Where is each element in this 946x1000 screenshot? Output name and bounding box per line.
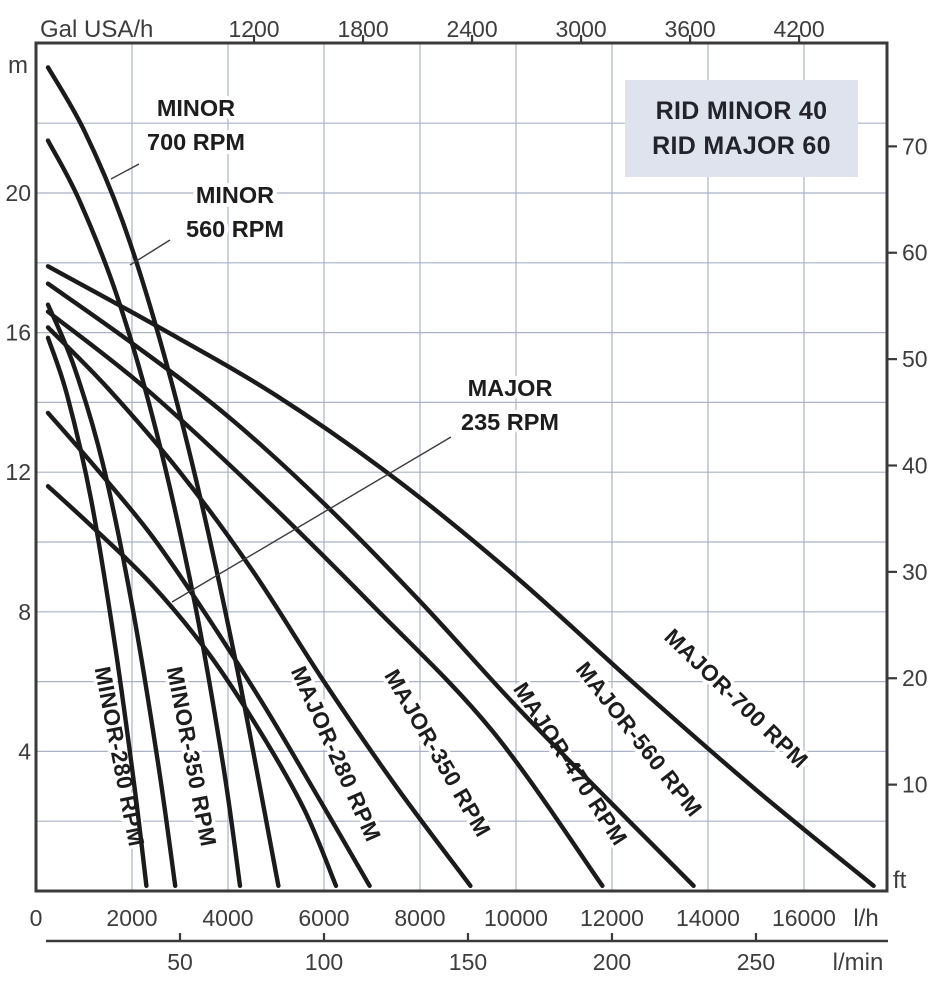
bottom-tick-label: 0 bbox=[30, 905, 43, 931]
top-tick-label: 1800 bbox=[337, 16, 388, 42]
bottom-tick-label: 8000 bbox=[394, 905, 445, 931]
legend-line-1: RID MINOR 40 bbox=[655, 97, 828, 125]
right-tick-label: 30 bbox=[902, 559, 928, 585]
lmin-tick-label: 250 bbox=[737, 949, 775, 975]
plot-border bbox=[34, 41, 889, 893]
bottom-tick-label: 4000 bbox=[202, 905, 253, 931]
curve-minor-350 bbox=[45, 302, 178, 888]
top-tick-label: 2400 bbox=[446, 16, 497, 42]
legend-line-2: RID MAJOR 60 bbox=[652, 131, 831, 160]
right-axis-unit-label: ft bbox=[893, 867, 907, 894]
bottom-tick-label: 14000 bbox=[676, 905, 740, 931]
axis-lmin: 50 100 150 200 250 l/min bbox=[46, 933, 888, 976]
lmin-tick-label: 150 bbox=[449, 949, 487, 975]
top-tick-label: 4200 bbox=[774, 16, 825, 42]
leader-lines bbox=[110, 163, 452, 603]
right-tick-label: 50 bbox=[902, 346, 928, 372]
curves bbox=[45, 65, 876, 888]
lmin-tick-label: 50 bbox=[167, 949, 193, 975]
right-tick-label: 10 bbox=[902, 772, 928, 798]
axis-bottom: 0 2000 4000 6000 8000 10000 12000 14000 16000 l/h bbox=[30, 905, 879, 932]
curve-minor-700 bbox=[45, 65, 281, 888]
top-tick-label: 1200 bbox=[228, 16, 279, 42]
lmin-tick-label: 200 bbox=[593, 949, 631, 975]
top-axis-unit-label: Gal USA/h bbox=[40, 16, 153, 43]
left-tick-label: 12 bbox=[5, 459, 31, 485]
curve-major-560 bbox=[45, 281, 696, 888]
curve-major-280 bbox=[45, 410, 372, 888]
bottom-tick-label: 2000 bbox=[106, 905, 157, 931]
bottom-tick-label: 12000 bbox=[580, 905, 644, 931]
left-tick-label: 20 bbox=[5, 180, 31, 206]
left-tick-label: 4 bbox=[18, 738, 31, 764]
curve-major-470 bbox=[45, 309, 605, 888]
curve-minor-560 bbox=[45, 138, 243, 888]
leader-line-major-235 bbox=[171, 436, 452, 603]
curve-label-minor-560: MINOR bbox=[196, 182, 274, 208]
left-axis-unit-label: m bbox=[8, 52, 28, 79]
right-tick-label: 60 bbox=[902, 240, 928, 266]
top-tick-label: 3600 bbox=[665, 16, 716, 42]
bottom-tick-label: 6000 bbox=[298, 905, 349, 931]
lmin-tick-label: 100 bbox=[305, 949, 343, 975]
curve-major-350 bbox=[45, 325, 473, 888]
curve-label-rpm-major-235: 235 RPM bbox=[461, 409, 559, 435]
curve-label-minor-700: MINOR bbox=[157, 95, 235, 121]
axis-top: Gal USA/h 1200 1800 2400 3000 3600 4200 bbox=[40, 16, 825, 44]
top-tick-label: 3000 bbox=[555, 16, 606, 42]
legend-box: RID MINOR 40 RID MAJOR 60 bbox=[625, 80, 858, 177]
axis-left: m 4 8 12 16 20 bbox=[5, 52, 31, 764]
curve-major-700 bbox=[45, 264, 876, 888]
curve-label-rpm-minor-560: 560 RPM bbox=[186, 216, 284, 242]
curve-label-rpm-minor-700: 700 RPM bbox=[147, 129, 245, 155]
curve-label-major-350: MAJOR-350 RPM bbox=[379, 665, 495, 841]
leader-line-minor-560 bbox=[129, 239, 171, 266]
left-tick-label: 16 bbox=[5, 320, 31, 346]
leader-line-minor-700 bbox=[110, 163, 140, 180]
right-tick-label: 70 bbox=[902, 133, 928, 159]
right-tick-label: 40 bbox=[902, 452, 928, 478]
left-tick-label: 8 bbox=[18, 599, 31, 625]
axis-right: 10 20 30 40 50 60 70 ft bbox=[886, 133, 928, 894]
right-tick-label: 20 bbox=[902, 665, 928, 691]
lmin-axis-unit-label: l/min bbox=[833, 949, 884, 976]
bottom-tick-label: 16000 bbox=[772, 905, 836, 931]
bottom-tick-label: 10000 bbox=[484, 905, 548, 931]
curve-label-major-235: MAJOR bbox=[468, 375, 553, 401]
curve-minor-280 bbox=[45, 335, 149, 888]
bottom-axis-unit-label: l/h bbox=[853, 905, 878, 932]
